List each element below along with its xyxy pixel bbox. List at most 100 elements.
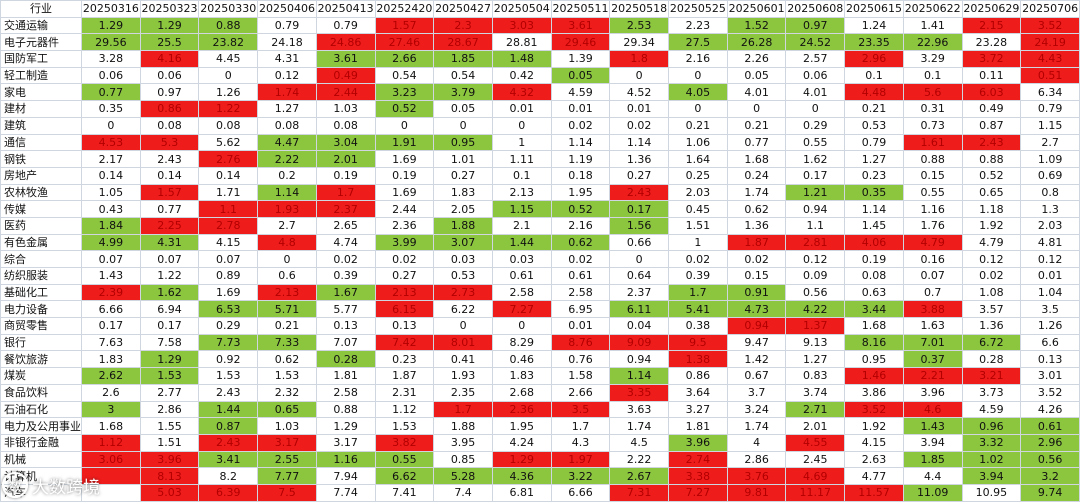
value-cell: 0.08 [198,116,259,135]
value-cell: 0.08 [844,267,904,285]
value-cell: 2.73 [433,283,493,302]
value-cell: 1.22 [198,100,259,118]
value-cell: 0.94 [609,350,670,369]
value-cell: 9.74 [1020,483,1080,502]
value-cell: 1.51 [668,216,728,235]
value-cell: 2.71 [785,400,846,419]
value-cell: 2.58 [491,283,552,302]
value-cell: 0.56 [785,283,846,302]
value-cell: 0.94 [785,200,846,218]
value-cell: 7.58 [139,333,200,352]
value-cell: 2.53 [609,16,670,35]
value-cell: 0.53 [433,267,493,285]
value-cell: 1.85 [902,450,963,469]
value-cell: 0.01 [1020,267,1080,285]
value-cell: 6.66 [81,300,141,319]
value-cell: 0.19 [374,166,435,185]
value-cell: 4.15 [844,433,904,452]
value-cell: 1.91 [374,133,435,152]
value-cell: 0.89 [198,267,259,285]
value-cell: 1.3 [1020,200,1080,218]
value-cell: 3.5 [1020,300,1080,319]
value-cell: 1.74 [257,83,317,102]
value-cell: 9.09 [609,333,670,352]
value-cell: 1.83 [491,367,552,385]
value-cell: 1.69 [198,283,259,302]
value-cell: 1.09 [1020,150,1080,168]
value-cell: 8.76 [550,333,611,352]
value-cell: 0.43 [81,200,141,218]
value-cell: 3.2 [1020,467,1080,485]
value-cell: 8.16 [844,333,904,352]
value-cell: 4.77 [844,467,904,485]
value-cell: 0.14 [81,166,141,185]
value-cell: 2.03 [1020,216,1080,235]
value-cell: 0.52 [961,166,1022,185]
value-cell: 0.92 [198,350,259,369]
value-cell: 0.05 [726,66,787,85]
value-cell: 0.63 [844,283,904,302]
value-cell: 3.17 [257,433,317,452]
value-cell: 0.15 [902,166,963,185]
value-cell: 0.76 [550,350,611,369]
value-cell: 1.05 [81,183,141,202]
column-header-date: 20250608 [785,0,846,18]
value-cell: 0.1 [902,66,963,85]
value-cell: 1.87 [726,233,787,252]
value-cell: 0 [198,66,259,85]
value-cell: 0.25 [668,166,728,185]
value-cell: 0 [668,66,728,85]
value-cell: 0 [491,116,552,135]
value-cell: 0.62 [726,200,787,218]
value-cell: 2.55 [257,450,317,469]
value-cell: 4.99 [81,233,141,252]
value-cell: 3.76 [726,467,787,485]
value-cell: 0.27 [433,166,493,185]
value-cell: 1.38 [668,350,728,369]
value-cell: 1.16 [902,200,963,218]
value-cell: 1.27 [785,350,846,369]
value-cell: 1.87 [374,367,435,385]
value-cell: 0.54 [374,66,435,85]
value-cell: 0 [785,100,846,118]
value-cell: 2.16 [550,216,611,235]
value-cell: 1.44 [198,400,259,419]
value-cell: 0.06 [81,66,141,85]
table-row: 传媒 0.43 0.77 1.1 1.93 2.37 2.44 2.05 1.15 0.52 0.1… [0,200,1080,218]
industry-name: 传媒 [0,200,82,218]
value-cell: 1.29 [81,16,141,35]
value-cell: 0.77 [726,133,787,152]
value-cell: 3 [81,400,141,419]
value-cell: 7.31 [609,483,670,502]
value-cell: 0.02 [961,267,1022,285]
value-cell: 0.21 [668,116,728,135]
value-cell: 1.55 [139,417,200,435]
value-cell: 7.73 [198,333,259,352]
value-cell: 0.52 [550,200,611,218]
value-cell: 1.74 [609,417,670,435]
value-cell: 0.49 [961,100,1022,118]
value-cell: 0.61 [1020,417,1080,435]
value-cell: 2.58 [315,383,376,402]
value-cell: 27.5 [668,33,728,52]
value-cell: 6.95 [550,300,611,319]
value-cell: 4.22 [785,300,846,319]
value-cell: 1.68 [844,317,904,335]
value-cell: 3.88 [902,300,963,319]
value-cell: 1.95 [491,417,552,435]
value-cell: 2.96 [844,50,904,68]
industry-name: 房地产 [0,166,82,185]
value-cell: 4.52 [609,83,670,102]
value-cell: 0.21 [257,317,317,335]
value-cell: 1.69 [374,183,435,202]
value-cell: 4.8 [257,233,317,252]
value-cell: 7.5 [257,483,317,502]
value-cell: 2.43 [961,133,1022,152]
value-cell: 3.5 [550,400,611,419]
value-cell: 2.39 [81,283,141,302]
value-cell: 0.7 [902,283,963,302]
value-cell: 5.77 [315,300,376,319]
value-cell: 0.05 [433,100,493,118]
value-cell: 1.36 [961,317,1022,335]
value-cell: 3.03 [491,16,552,35]
